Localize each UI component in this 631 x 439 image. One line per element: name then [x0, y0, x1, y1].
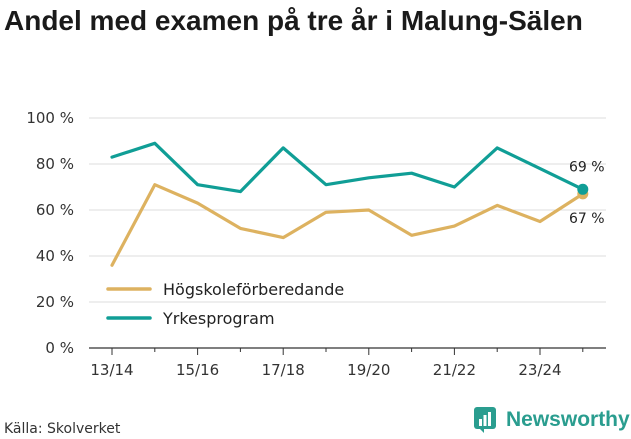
series-line-yrkesprogram	[110, 141, 585, 194]
legend: Högskoleförberedande Yrkesprogram	[106, 280, 344, 328]
series-line-hogskoleforberedande	[110, 183, 585, 267]
y-tick-label: 40 %	[36, 247, 74, 265]
x-axis: 13/14 15/16 17/18 19/20 21/22 23/24	[89, 347, 606, 379]
y-tick-label: 100 %	[26, 109, 74, 127]
legend-label: Yrkesprogram	[162, 309, 275, 328]
x-tick-label: 15/16	[176, 361, 219, 379]
end-markers: 67 % 69 %	[569, 159, 605, 227]
x-tick-label: 13/14	[90, 361, 133, 379]
end-value-label: 69 %	[569, 159, 605, 175]
y-tick-label: 20 %	[36, 293, 74, 311]
legend-label: Högskoleförberedande	[163, 280, 344, 299]
chart-title: Andel med examen på tre år i Malung-Säle…	[4, 5, 583, 36]
brand-name: Newsworthy	[506, 408, 630, 431]
end-value-label: 67 %	[569, 211, 605, 227]
y-axis-ticks: 0 % 20 % 40 % 60 % 80 % 100 %	[26, 109, 74, 357]
series-lines	[110, 141, 585, 267]
x-tick-label: 19/20	[347, 361, 390, 379]
brand-logo: Newsworthy	[474, 407, 630, 433]
y-tick-label: 60 %	[36, 201, 74, 219]
end-point-yrkesprogram	[577, 183, 589, 195]
y-tick-label: 0 %	[45, 339, 74, 357]
source-note: Källa: Skolverket	[4, 421, 121, 437]
x-tick-label: 17/18	[262, 361, 305, 379]
x-tick-label: 21/22	[433, 361, 476, 379]
newsworthy-logo-icon	[474, 407, 496, 433]
y-tick-label: 80 %	[36, 155, 74, 173]
x-tick-label: 23/24	[518, 361, 561, 379]
